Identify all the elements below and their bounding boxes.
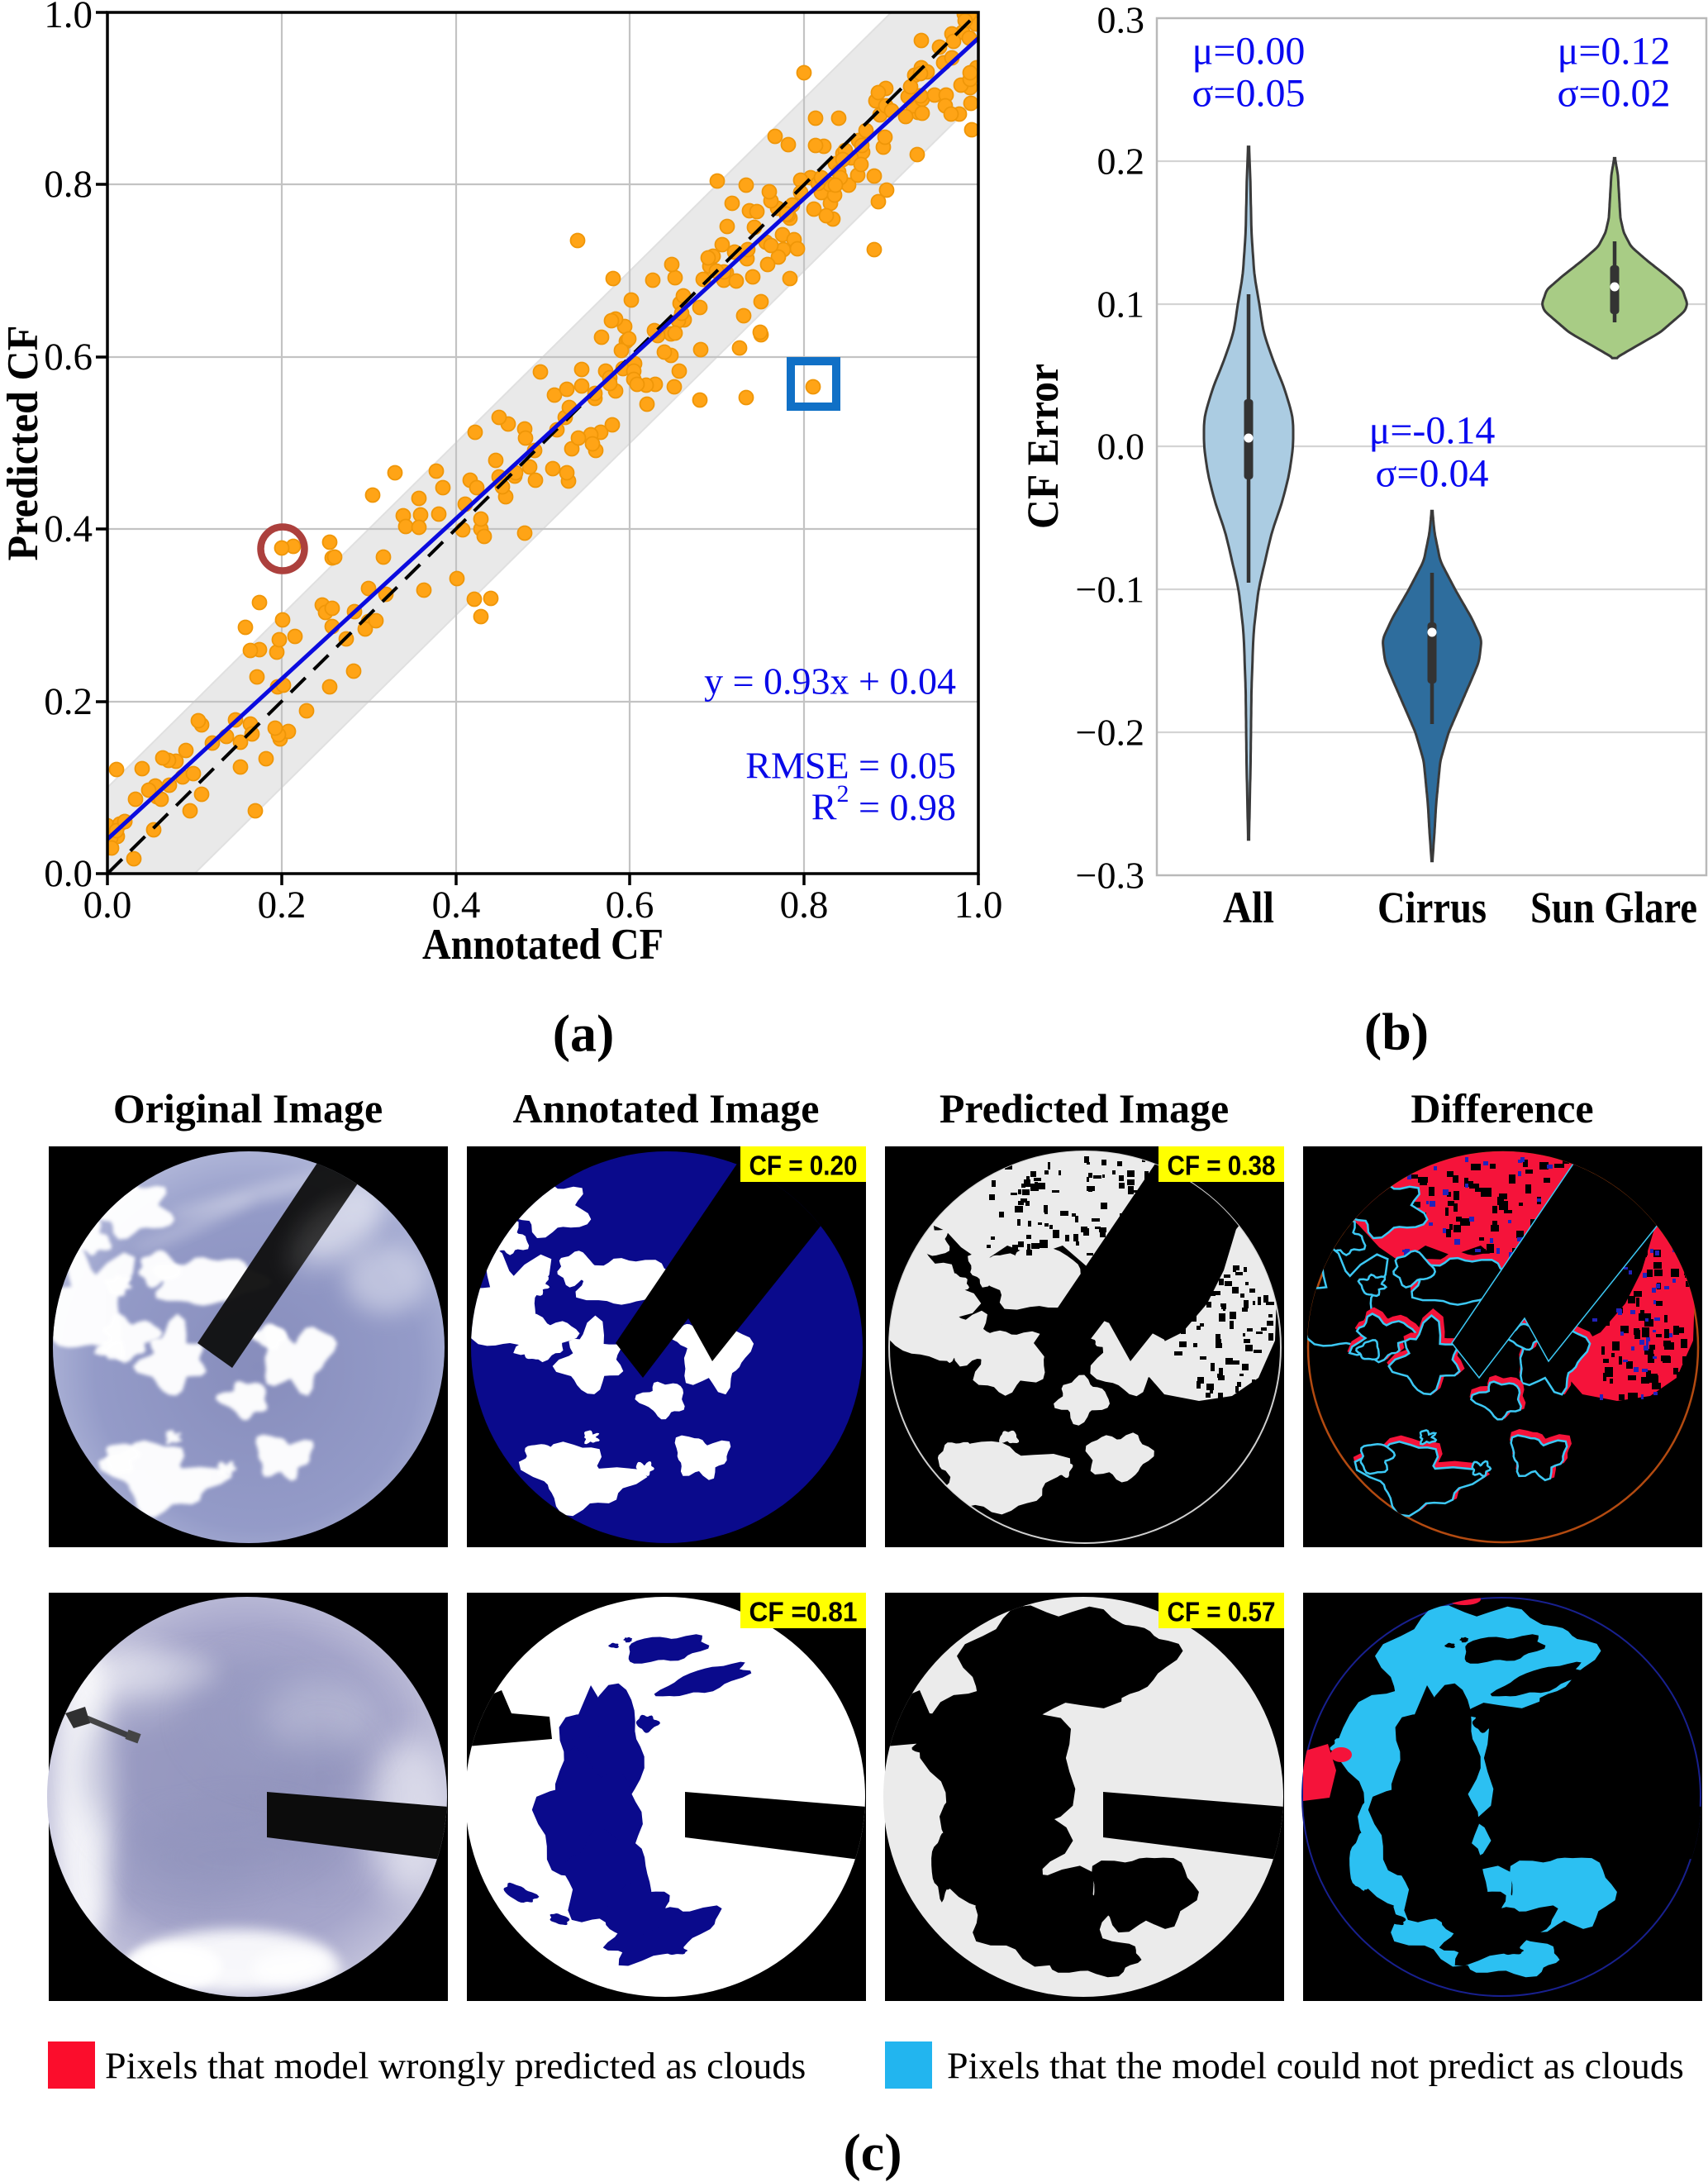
svg-text:Predicted CF: Predicted CF [0,326,47,561]
svg-text:Annotated CF: Annotated CF [422,921,664,969]
svg-text:Sun Glare: Sun Glare [1530,883,1697,932]
svg-text:(b): (b) [1364,1003,1429,1061]
svg-text:−0.2: −0.2 [1076,712,1144,754]
svg-text:0.8: 0.8 [44,163,93,206]
svg-text:0.2: 0.2 [258,884,307,927]
svg-text:0.0: 0.0 [44,852,93,895]
svg-text:CF = 0.20: CF = 0.20 [749,1151,858,1181]
svg-text:CF = 0.57: CF = 0.57 [1168,1597,1276,1627]
svg-text:Pixels that the model could no: Pixels that the model could not predict … [947,2045,1684,2087]
svg-text:1.0: 1.0 [44,0,93,36]
svg-text:CF Error: CF Error [1018,364,1068,529]
svg-text:CF = 0.38: CF = 0.38 [1168,1151,1276,1181]
svg-text:μ=0.12: μ=0.12 [1558,30,1671,74]
svg-text:Original Image: Original Image [113,1085,383,1131]
svg-text:0.8: 0.8 [780,884,829,927]
svg-text:σ=0.05: σ=0.05 [1192,72,1306,116]
svg-text:μ=0.00: μ=0.00 [1192,30,1306,74]
svg-text:σ=0.04: σ=0.04 [1376,452,1489,496]
svg-text:Predicted Image: Predicted Image [940,1085,1229,1131]
svg-text:0.0: 0.0 [83,884,132,927]
svg-text:(a): (a) [553,1004,615,1063]
svg-text:0.3: 0.3 [1097,0,1145,41]
svg-text:Cirrus: Cirrus [1377,883,1487,932]
svg-text:Pixels that model wrongly pred: Pixels that model wrongly predicted as c… [105,2045,806,2087]
svg-text:0.4: 0.4 [44,507,93,550]
svg-text:0.2: 0.2 [44,680,93,723]
svg-text:(c): (c) [843,2123,902,2182]
svg-text:Difference: Difference [1411,1085,1593,1131]
svg-text:0.4: 0.4 [432,884,481,927]
svg-text:0.1: 0.1 [1097,283,1145,326]
svg-text:R2 = 0.98: R2 = 0.98 [811,780,956,828]
svg-text:1.0: 1.0 [954,884,1003,927]
svg-text:σ=0.02: σ=0.02 [1558,72,1671,116]
svg-text:CF =0.81: CF =0.81 [749,1597,858,1627]
svg-text:0.2: 0.2 [1097,141,1145,183]
svg-text:−0.3: −0.3 [1076,855,1144,897]
svg-text:RMSE = 0.05: RMSE = 0.05 [745,745,956,787]
svg-text:0.6: 0.6 [44,336,93,379]
svg-text:−0.1: −0.1 [1076,569,1144,611]
svg-text:y = 0.93x + 0.04: y = 0.93x + 0.04 [704,660,956,703]
svg-text:μ=-0.14: μ=-0.14 [1369,409,1496,453]
svg-text:0.6: 0.6 [606,884,654,927]
svg-text:Annotated Image: Annotated Image [513,1085,820,1131]
svg-text:All: All [1223,883,1274,932]
svg-text:0.0: 0.0 [1097,426,1145,468]
